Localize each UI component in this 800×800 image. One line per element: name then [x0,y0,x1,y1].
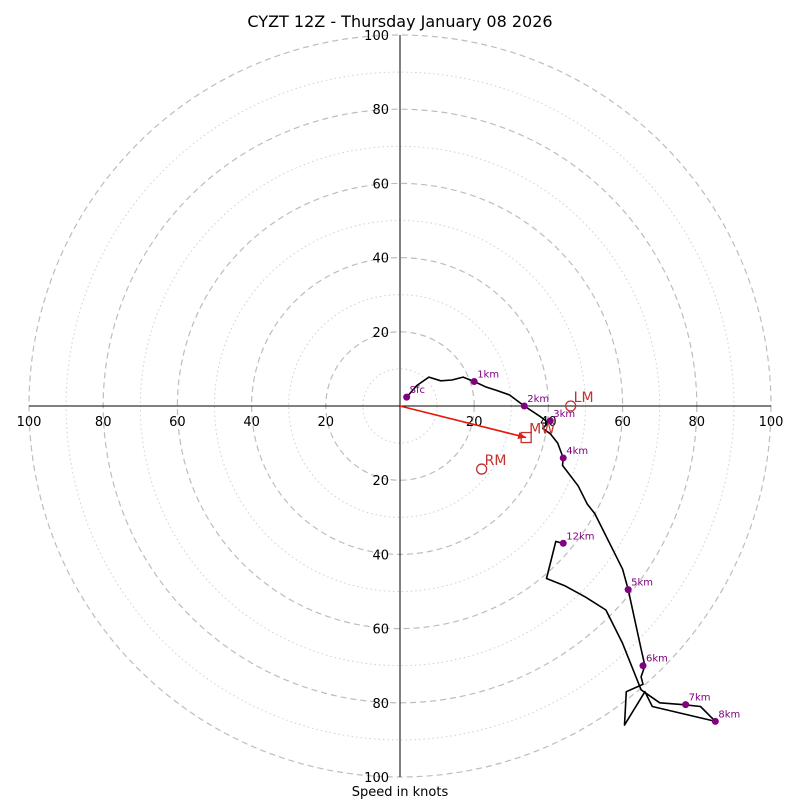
storm-motion-marker [475,463,488,475]
y-tick-label: 20 [372,474,389,489]
mean-wind-arrow [399,405,527,439]
y-tick-label: 60 [372,177,389,192]
height-marker-label: 6km [646,654,668,665]
y-tick-label: 20 [372,326,389,341]
x-tick-label: 20 [318,415,335,430]
y-tick-label: 40 [372,548,389,563]
x-tick-label: 100 [17,415,42,430]
mean-wind-arrowhead [517,432,527,439]
y-tick-label: 100 [364,29,389,44]
hodograph-trace-group [406,376,717,726]
x-tick-label: 100 [759,415,784,430]
y-tick-label: 40 [372,252,389,267]
x-axis-label: Speed in knots [352,785,449,800]
x-tick-label: 80 [689,415,706,430]
height-marker-dot [682,701,690,709]
height-marker-dot [559,539,567,547]
height-marker-label: 3km [553,409,575,420]
height-marker-label: 12km [566,531,594,542]
y-tick-label: 80 [372,697,389,712]
height-marker-dot [639,662,647,670]
storm-motion-label: MW [529,422,555,438]
height-marker-label: 1km [477,370,499,381]
hodograph-trace [406,376,717,726]
chart-title: CYZT 12Z - Thursday January 08 2026 [247,12,552,31]
x-tick-label: 60 [169,415,186,430]
height-marker-label: 2km [527,394,549,405]
storm-motion-marker [565,400,577,412]
height-marker-label: 5km [631,578,653,589]
height-marker-label: 7km [689,693,711,704]
height-marker-dot [470,378,478,386]
storm-motion-markers: LM RM MW [399,390,594,475]
height-marker-label: 8km [718,709,740,720]
storm-motion-label: RM [485,453,507,469]
height-marker-dot [520,402,528,410]
storm-motion-marker [520,431,532,444]
y-tick-label: 80 [372,103,389,118]
height-marker-label: 4km [566,446,588,457]
y-tick-label: 100 [364,771,389,786]
y-tick-label: 60 [372,623,389,638]
height-marker-dot [546,417,554,425]
height-marker-dot [624,586,632,594]
height-marker-dot [403,393,411,401]
height-marker-label: Sfc [410,385,425,396]
height-markers: Sfc 1km 2km 3km 4km 5km 6km 7km 8km 12km [403,370,740,725]
x-tick-label: 60 [614,415,631,430]
tick-labels: 1008060402020406080100100806040202040608… [17,29,784,786]
x-tick-label: 80 [95,415,112,430]
storm-motion-label: LM [574,390,594,406]
height-marker-dot [559,454,567,462]
x-tick-label: 40 [243,415,260,430]
height-marker-dot [711,717,719,725]
